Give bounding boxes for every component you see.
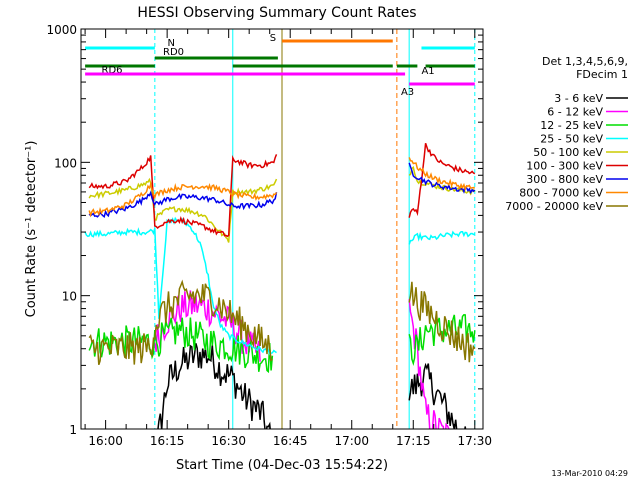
mode-label-n: N [168,38,175,49]
y-axis: 1 10 100 1000 [46,23,483,437]
mode-label-rd6: RD6 [102,65,123,76]
legend-label-9: 7000 - 20000 keV [505,200,603,213]
x-tick-label: 16:00 [88,434,123,448]
footer-timestamp: 13-Mar-2010 04:29 [552,469,629,478]
legend-label-8: 800 - 7000 keV [519,187,603,200]
mode-label-a1: A1 [421,66,434,77]
series-line-7 [88,162,476,218]
y-tick-label: 1000 [46,23,77,37]
y-tick-label: 1 [69,423,77,437]
legend-label-5: 50 - 100 keV [533,146,603,159]
legend-label-4: 25 - 50 keV [540,133,603,146]
y-axis-label: Count Rate (s⁻¹ detector⁻¹) [24,141,39,318]
plot-frame [80,28,484,430]
mode-label-rd0: RD0 [163,47,184,58]
x-tick-label: 16:30 [211,434,246,448]
x-tick-label: 16:45 [273,434,308,448]
legend-label-3: 12 - 25 keV [540,119,603,132]
legend-label-1: 3 - 6 keV [554,92,603,105]
mode-label-s: S [270,33,276,44]
y-tick-label: 100 [54,156,77,170]
chart-title: HESSI Observing Summary Count Rates [137,5,416,21]
series-line-9 [88,279,476,366]
legend-header-line-2: FDecim 1 [576,68,628,81]
y-tick-label: 10 [62,290,77,304]
legend-label-2: 6 - 12 keV [547,106,603,119]
x-tick-label: 16:15 [150,434,185,448]
legend-label-7: 300 - 800 keV [526,173,603,186]
x-tick-label: 17:30 [457,434,492,448]
legend-label-6: 100 - 300 keV [526,160,603,173]
series-line-8 [88,157,476,218]
mode-label-a3: A3 [401,87,414,98]
x-axis: 16:00 16:15 16:30 16:45 17:00 17:15 17:30 [84,29,492,448]
x-axis-label: Start Time (04-Dec-03 15:54:22) [176,458,388,473]
series-line-6 [88,142,476,238]
x-tick-label: 17:15 [396,434,431,448]
x-tick-label: 17:00 [334,434,369,448]
legend-header-line-1: Det 1,3,4,5,6,9, [542,55,628,68]
